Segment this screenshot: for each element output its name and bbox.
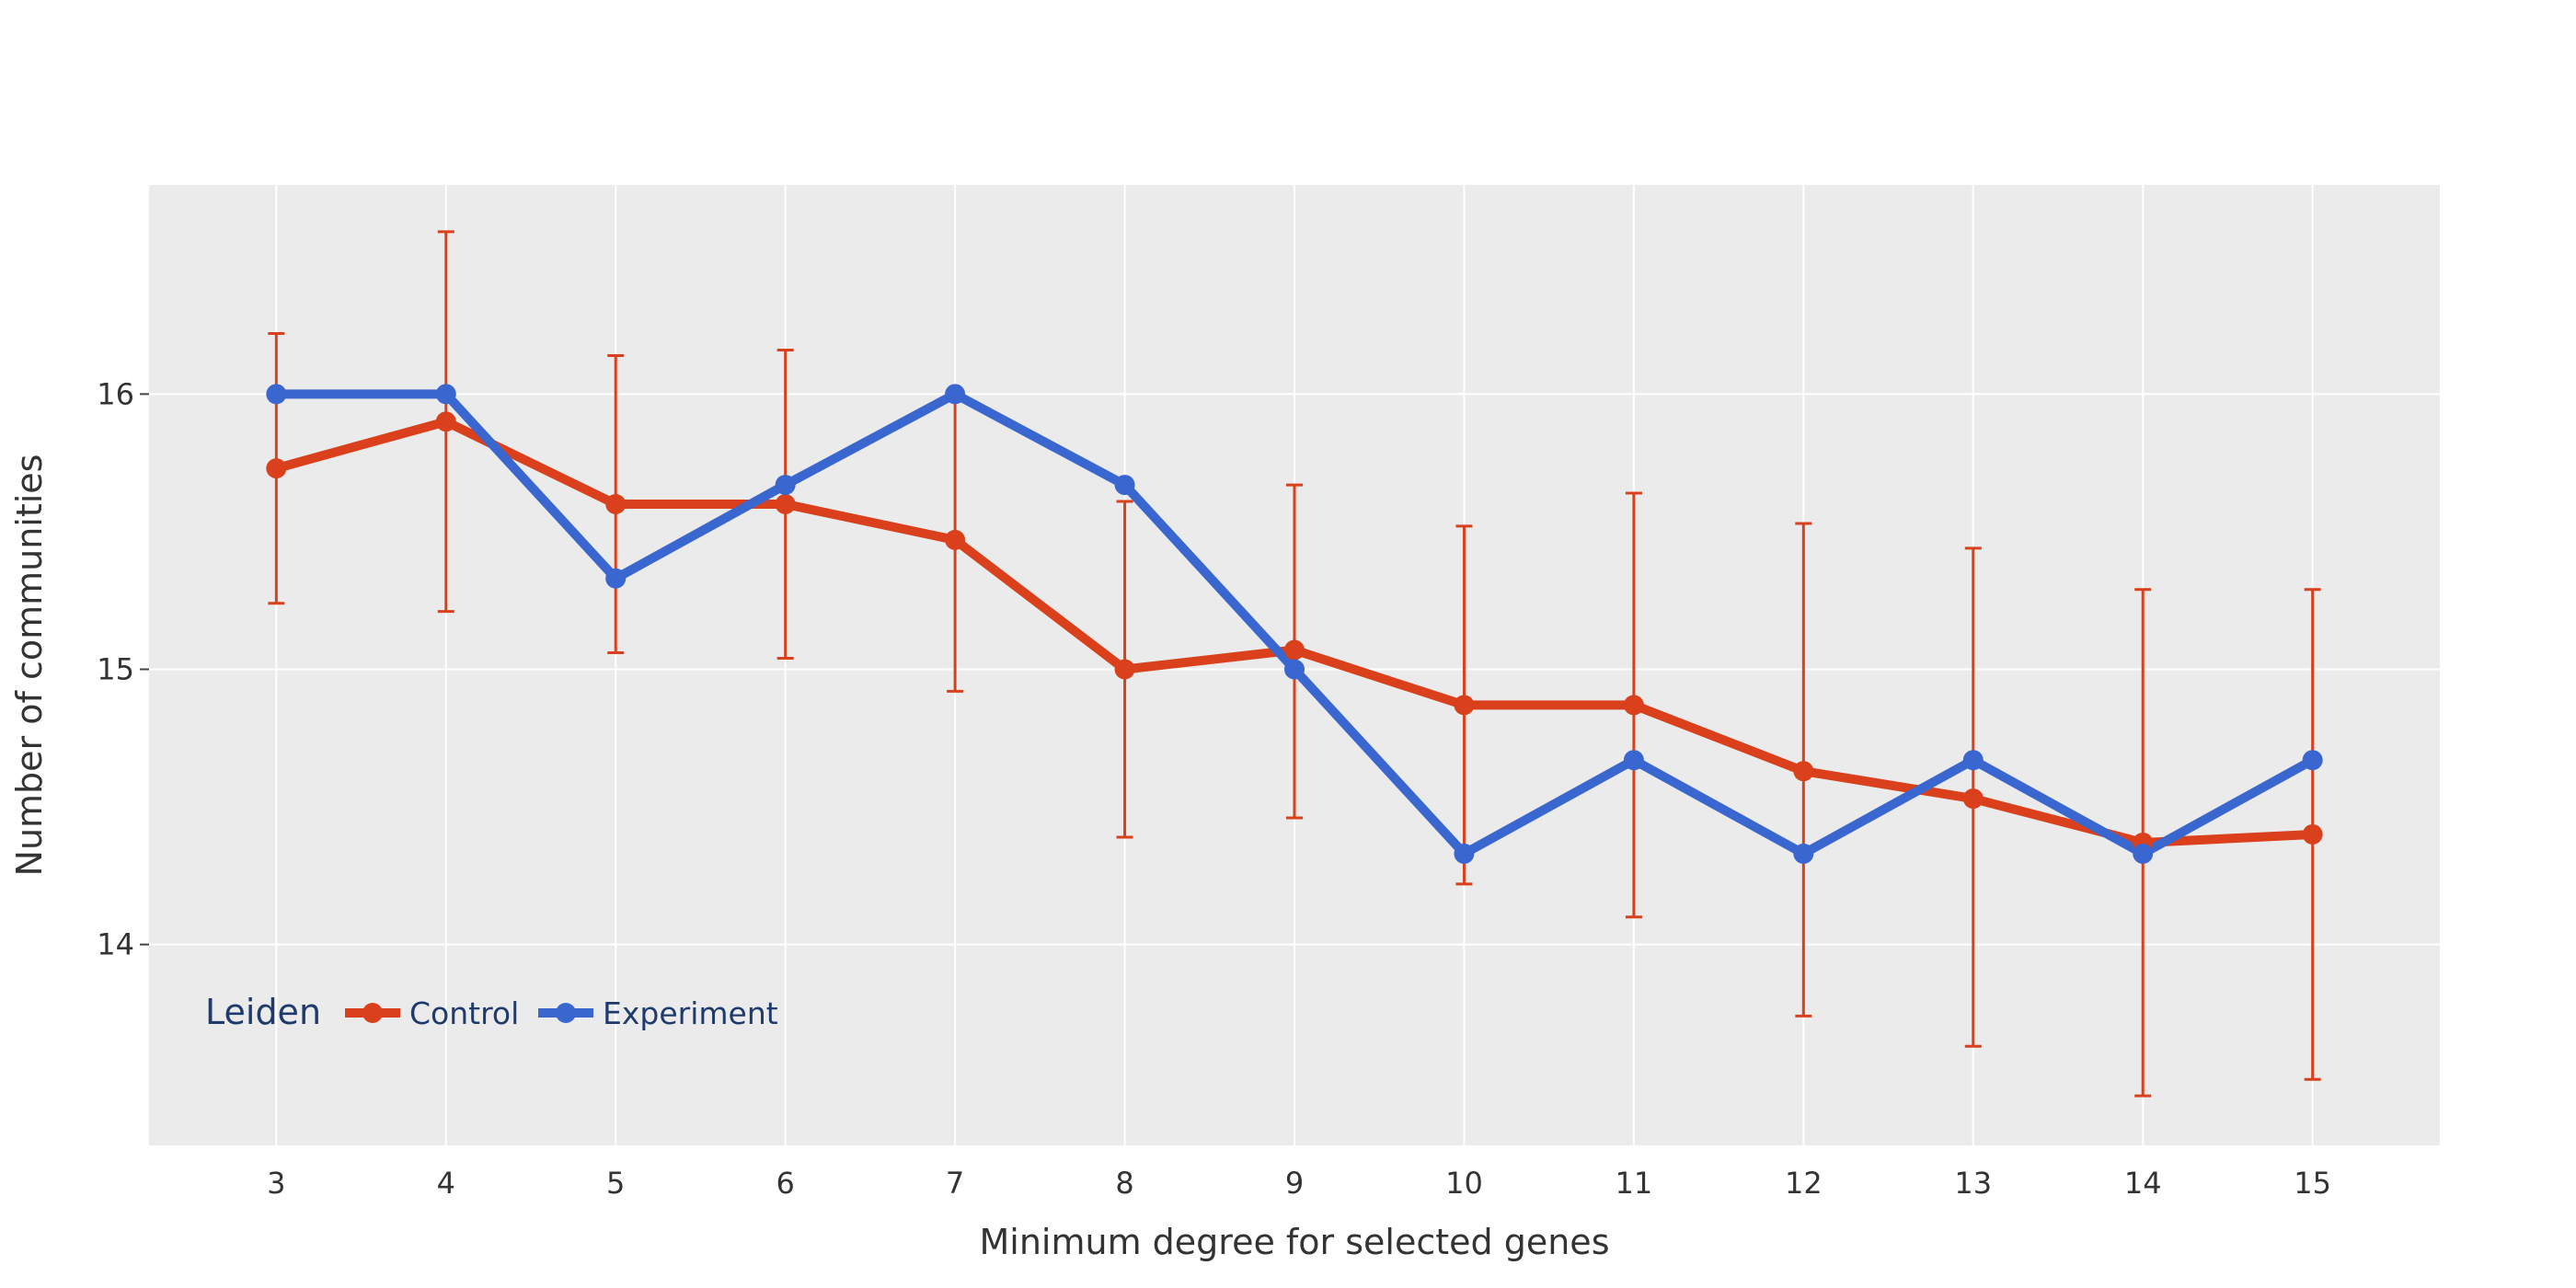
data-point-experiment[interactable] [775, 475, 796, 496]
x-tick-label: 10 [1445, 1166, 1483, 1201]
legend-item-experiment[interactable]: Experiment [538, 995, 778, 1031]
legend-label: Control [409, 995, 519, 1031]
x-tick-label: 11 [1616, 1166, 1653, 1201]
data-point-control[interactable] [605, 494, 627, 515]
x-tick-label: 4 [437, 1166, 455, 1201]
data-point-control[interactable] [1114, 659, 1135, 680]
data-point-experiment[interactable] [1623, 750, 1644, 771]
data-point-control[interactable] [1454, 695, 1475, 716]
x-tick-label: 15 [2294, 1166, 2331, 1201]
data-point-experiment[interactable] [1284, 659, 1305, 680]
data-point-experiment[interactable] [2133, 843, 2154, 864]
data-point-control[interactable] [1962, 788, 1984, 810]
legend[interactable]: Leiden Control Experiment [205, 992, 778, 1032]
data-point-control[interactable] [945, 529, 966, 550]
data-point-control[interactable] [775, 494, 796, 515]
data-point-experiment[interactable] [1962, 750, 1984, 771]
x-axis-title: Minimum degree for selected genes [979, 1222, 1609, 1262]
legend-item-control[interactable]: Control [345, 995, 519, 1031]
data-point-experiment[interactable] [1793, 843, 1814, 864]
legend-swatch-marker [362, 1003, 383, 1023]
data-point-experiment[interactable] [435, 384, 456, 405]
y-axis-title: Number of communities [9, 454, 50, 877]
data-point-experiment[interactable] [2302, 750, 2323, 771]
x-tick-label: 12 [1785, 1166, 1823, 1201]
data-point-control[interactable] [1623, 695, 1644, 716]
y-axis-ticks: 14 15 16 [97, 376, 149, 962]
x-tick-label: 7 [946, 1166, 964, 1201]
data-point-control[interactable] [266, 458, 287, 479]
data-point-experiment[interactable] [605, 568, 627, 589]
data-point-control[interactable] [2302, 823, 2323, 845]
data-point-control[interactable] [1793, 761, 1814, 782]
data-point-control[interactable] [435, 411, 456, 432]
x-tick-label: 14 [2124, 1166, 2162, 1201]
y-tick-label: 16 [97, 376, 134, 411]
series-points [266, 384, 2323, 864]
data-point-experiment[interactable] [945, 384, 966, 405]
y-tick-label: 14 [97, 927, 134, 962]
legend-label: Experiment [603, 995, 778, 1031]
y-tick-label: 15 [97, 651, 134, 686]
legend-swatch-marker [556, 1003, 576, 1023]
data-point-control[interactable] [1284, 639, 1305, 661]
legend-title: Leiden [205, 992, 321, 1032]
x-axis-ticks: 3 4 5 6 7 8 9 10 11 12 13 14 15 [267, 1166, 2331, 1201]
x-tick-label: 9 [1285, 1166, 1304, 1201]
x-tick-label: 13 [1954, 1166, 1992, 1201]
data-point-experiment[interactable] [1454, 843, 1475, 864]
x-tick-label: 3 [267, 1166, 285, 1201]
x-tick-label: 5 [606, 1166, 625, 1201]
data-point-experiment[interactable] [266, 384, 287, 405]
data-point-experiment[interactable] [1114, 475, 1135, 496]
x-tick-label: 8 [1115, 1166, 1133, 1201]
x-tick-label: 6 [776, 1166, 794, 1201]
